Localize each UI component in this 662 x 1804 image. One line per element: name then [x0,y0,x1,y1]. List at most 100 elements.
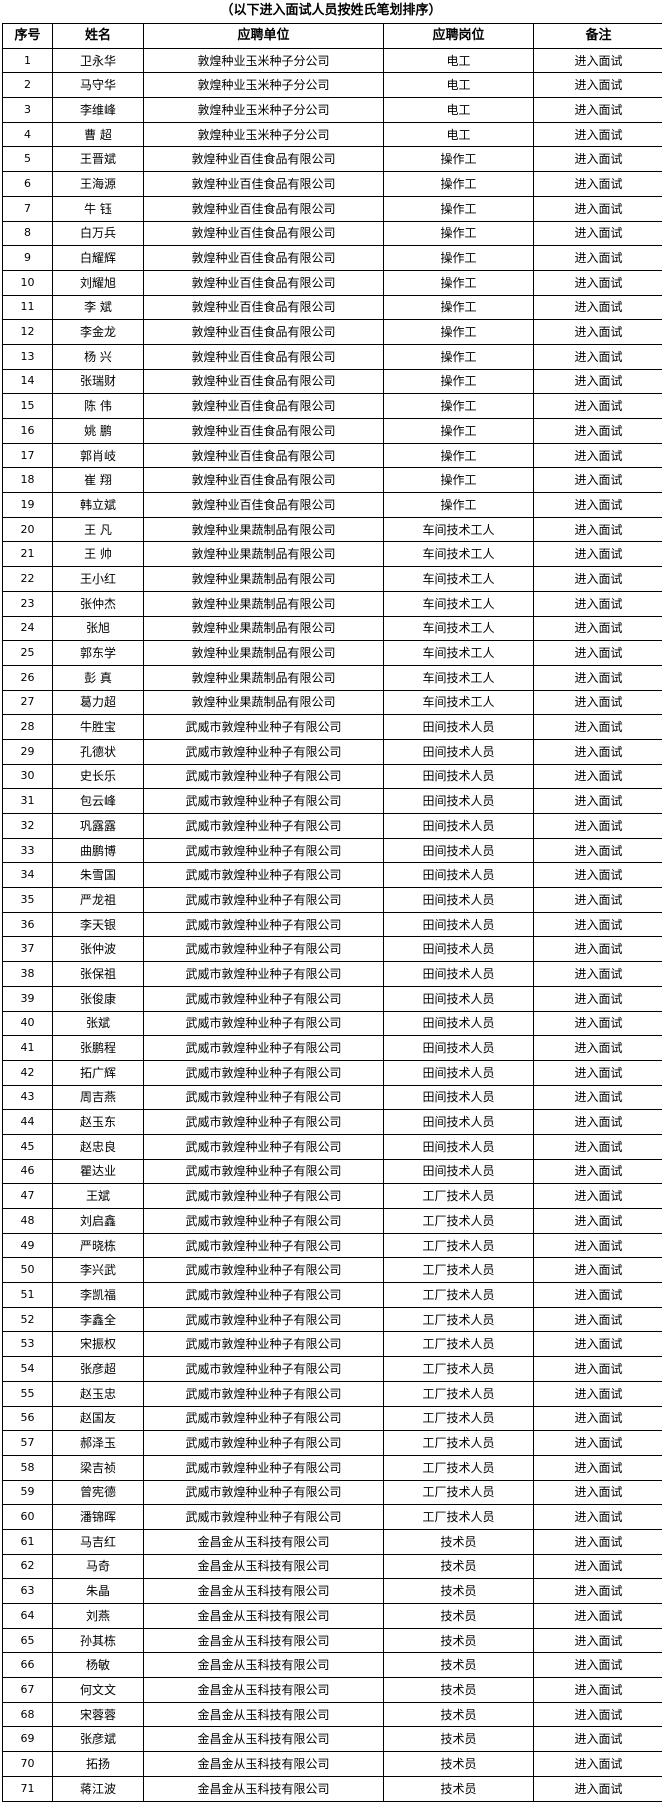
serial-cell: 41 [2,1035,53,1061]
name-cell: 陈 伟 [52,393,144,419]
position-cell: 操作工 [383,294,534,321]
serial-cell: 18 [2,467,53,494]
table-row: 64 刘燕 金昌金从玉科技有限公司 技术员 进入面试 [2,1603,662,1629]
employer-cell: 敦煌种业果蔬制品有限公司 [143,615,384,642]
remark-cell: 进入面试 [533,516,662,543]
remark-cell: 进入面试 [533,492,662,518]
remark-cell: 进入面试 [533,566,662,592]
employer-cell: 武威市敦煌种业种子有限公司 [143,1183,384,1209]
serial-cell: 44 [2,1109,53,1135]
employer-cell: 敦煌种业百佳食品有限公司 [143,418,384,444]
serial-cell: 27 [2,689,53,716]
position-cell: 田间技术人员 [383,887,534,913]
remark-cell: 进入面试 [533,1553,662,1580]
name-cell: 包云峰 [52,788,144,814]
position-cell: 操作工 [383,343,534,370]
employer-cell: 武威市敦煌种业种子有限公司 [143,1059,384,1086]
interview-list-table: 序号 姓名 应聘单位 应聘岗位 备注 1 卫永华 敦煌种业玉米种子分公司 电工 进入面试… [2,23,662,1802]
name-cell: 白万兵 [52,220,144,247]
name-cell: 史长乐 [52,763,144,790]
employer-cell: 武威市敦煌种业种子有限公司 [143,887,384,913]
remark-cell: 进入面试 [533,1430,662,1456]
position-cell: 车间技术工人 [383,664,534,691]
remark-cell: 进入面试 [533,813,662,839]
serial-cell: 24 [2,615,53,642]
remark-cell: 进入面试 [533,1701,662,1728]
remark-cell: 进入面试 [533,1133,662,1160]
remark-cell: 进入面试 [533,97,662,123]
table-row: 31 包云峰 武威市敦煌种业种子有限公司 田间技术人员 进入面试 [2,788,662,814]
table-row: 48 刘启鑫 武威市敦煌种业种子有限公司 工厂技术人员 进入面试 [2,1208,662,1234]
remark-cell: 进入面试 [533,1652,662,1679]
position-cell: 田间技术人员 [383,1059,534,1086]
table-row: 20 王 凡敦煌种业果蔬制品有限公司 车间技术工人 进入面试 [2,516,662,543]
remark-cell: 进入面试 [533,1479,662,1506]
name-cell: 张鹏程 [52,1035,144,1061]
table-row: 71 蒋江波 金昌金从玉科技有限公司 技术员 进入面试 [2,1775,662,1802]
name-cell: 蒋江波 [52,1775,144,1802]
table-row: 70 拓扬 金昌金从玉科技有限公司 技术员 进入面试 [2,1751,662,1777]
employer-cell: 金昌金从玉科技有限公司 [143,1751,384,1777]
serial-cell: 13 [2,343,53,370]
employer-cell: 武威市敦煌种业种子有限公司 [143,813,384,839]
employer-cell: 武威市敦煌种业种子有限公司 [143,714,384,740]
remark-cell: 进入面试 [533,590,662,617]
serial-cell: 37 [2,936,53,963]
serial-cell: 38 [2,961,53,987]
remark-cell: 进入面试 [533,343,662,370]
employer-cell: 武威市敦煌种业种子有限公司 [143,1405,384,1432]
employer-cell: 金昌金从玉科技有限公司 [143,1627,384,1654]
serial-cell: 5 [2,146,53,173]
name-cell: 杨敏 [52,1652,144,1679]
employer-cell: 敦煌种业百佳食品有限公司 [143,442,384,469]
serial-cell: 3 [2,97,53,123]
table-row: 27 葛力超 敦煌种业果蔬制品有限公司 车间技术工人 进入面试 [2,689,662,716]
position-cell: 技术员 [383,1652,534,1679]
position-cell: 技术员 [383,1553,534,1580]
serial-cell: 69 [2,1726,53,1753]
serial-cell: 43 [2,1084,53,1111]
employer-cell: 敦煌种业果蔬制品有限公司 [143,664,384,691]
table-row: 61 马吉红 金昌金从玉科技有限公司 技术员 进入面试 [2,1528,662,1555]
serial-cell: 17 [2,442,53,469]
table-row: 5 王晋斌 敦煌种业百佳食品有限公司 操作工 进入面试 [2,146,662,173]
table-row: 63 朱晶 金昌金从玉科技有限公司 技术员 进入面试 [2,1578,662,1604]
serial-cell: 31 [2,788,53,814]
employer-cell: 敦煌种业百佳食品有限公司 [143,467,384,494]
serial-cell: 19 [2,492,53,518]
employer-cell: 武威市敦煌种业种子有限公司 [143,1257,384,1284]
remark-cell: 进入面试 [533,837,662,864]
name-cell: 马守华 [52,72,144,99]
name-cell: 彭 真 [52,664,144,691]
employer-cell: 敦煌种业玉米种子分公司 [143,97,384,123]
name-cell: 曾宪德 [52,1479,144,1506]
name-cell: 崔 翔 [52,467,144,494]
position-cell: 操作工 [383,492,534,518]
remark-cell: 进入面试 [533,961,662,987]
name-cell: 姚 鹏 [52,418,144,444]
position-cell: 电工 [383,121,534,148]
name-cell: 王 帅 [52,541,144,568]
position-cell: 田间技术人员 [383,936,534,963]
name-cell: 孔德状 [52,738,144,765]
employer-cell: 敦煌种业百佳食品有限公司 [143,294,384,321]
name-cell: 韩立斌 [52,492,144,518]
position-cell: 工厂技术人员 [383,1479,534,1506]
table-row: 8 白万兵 敦煌种业百佳食品有限公司 操作工 进入面试 [2,220,662,247]
serial-cell: 47 [2,1183,53,1209]
employer-cell: 金昌金从玉科技有限公司 [143,1603,384,1629]
employer-cell: 武威市敦煌种业种子有限公司 [143,1430,384,1456]
position-cell: 电工 [383,47,534,74]
table-row: 10 刘耀旭 敦煌种业百佳食品有限公司 操作工 进入面试 [2,269,662,296]
employer-cell: 敦煌种业果蔬制品有限公司 [143,541,384,568]
remark-cell: 进入面试 [533,467,662,494]
remark-cell: 进入面试 [533,294,662,321]
serial-cell: 29 [2,738,53,765]
position-cell: 车间技术工人 [383,640,534,666]
remark-cell: 进入面试 [533,269,662,296]
name-cell: 王海源 [52,171,144,197]
name-cell: 张俊康 [52,985,144,1012]
table-row: 49 严晓栋 武威市敦煌种业种子有限公司 工厂技术人员 进入面试 [2,1232,662,1259]
employer-cell: 敦煌种业百佳食品有限公司 [143,269,384,296]
